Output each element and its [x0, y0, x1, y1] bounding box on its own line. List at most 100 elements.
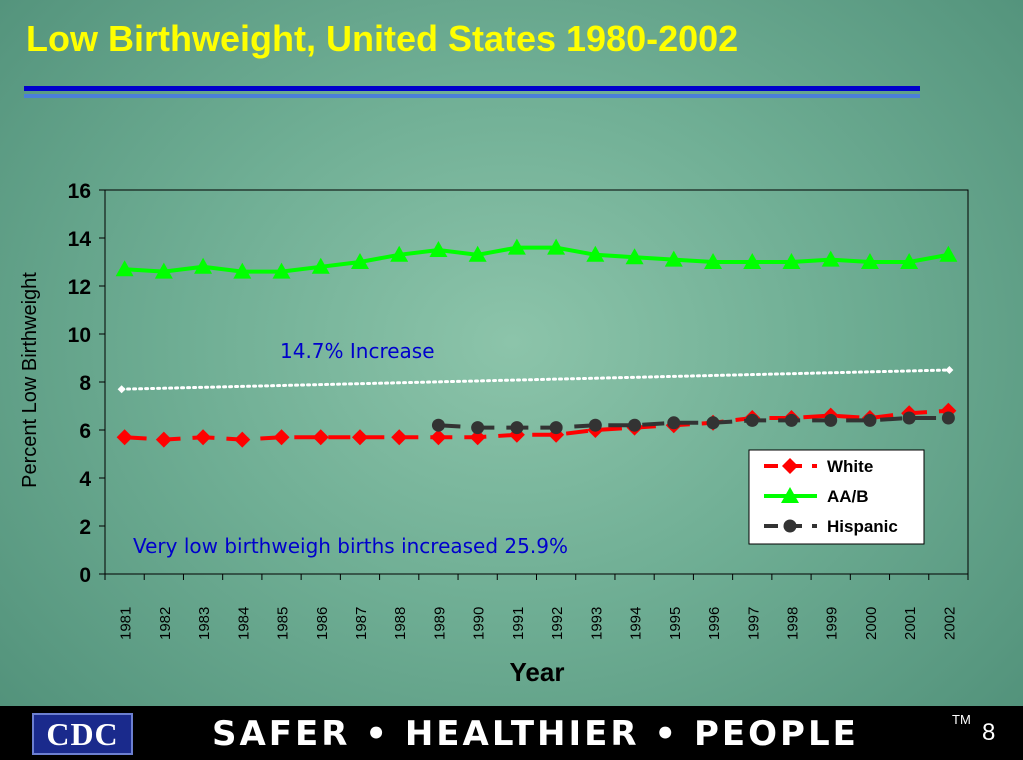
aa-b-series-line: [124, 245, 949, 274]
x-tick-label: 1985: [275, 607, 292, 640]
legend-label-aa-b: AA/B: [827, 487, 869, 506]
x-tick-label: 1981: [118, 607, 135, 640]
hispanic-point: [431, 418, 445, 432]
x-axis-title: Year: [510, 657, 565, 687]
legend-marker-hispanic: [783, 519, 797, 533]
aa-b-point: [860, 253, 879, 269]
x-tick-label: 1995: [667, 607, 684, 640]
white-point: [312, 429, 329, 446]
x-tick-label: 1991: [510, 607, 527, 640]
x-tick-label: 2002: [941, 607, 958, 640]
x-tick-label: 1990: [471, 607, 488, 640]
white-point: [351, 429, 368, 446]
hispanic-point: [824, 413, 838, 427]
page-number: 8: [982, 719, 996, 746]
annotation-increase: 14.7% Increase: [280, 339, 435, 363]
hispanic-series-line: [438, 416, 949, 430]
aa-b-point: [664, 250, 683, 267]
x-tick-label: 2000: [863, 607, 880, 640]
x-tick-label: 1997: [745, 607, 762, 640]
aa-b-point: [115, 260, 134, 277]
hispanic-point: [706, 416, 720, 430]
legend-marker-aa-b: [781, 487, 799, 503]
white-point: [430, 429, 447, 446]
x-tick-label: 1999: [824, 607, 841, 640]
hispanic-point: [588, 418, 602, 432]
trademark-mark: TM: [952, 712, 971, 727]
aa-b-point: [350, 253, 369, 269]
aa-b-point: [939, 245, 958, 262]
white-point: [195, 429, 212, 446]
y-tick-label: 12: [68, 276, 91, 299]
white-point: [469, 429, 486, 446]
trend-line-start-marker: [117, 385, 126, 394]
aa-b-point: [468, 245, 487, 262]
x-tick-label: 1993: [588, 607, 605, 640]
x-tick-label: 1988: [392, 607, 409, 640]
white-point: [391, 429, 408, 446]
white-point: [273, 429, 290, 446]
hispanic-point: [471, 421, 485, 435]
y-tick-label: 16: [68, 180, 91, 203]
aa-b-point: [154, 262, 173, 279]
hispanic-point: [863, 413, 877, 427]
white-point: [155, 431, 172, 448]
annotation-very-low-birthweight: Very low birthweigh births increased 25.…: [133, 534, 568, 558]
white-series-line: [124, 408, 949, 442]
aa-b-point: [586, 245, 605, 262]
white-point: [234, 431, 251, 448]
aa-b-point: [547, 238, 566, 255]
hispanic-point: [667, 416, 681, 430]
x-tick-label: 1986: [314, 607, 331, 640]
y-tick-label: 0: [79, 564, 91, 587]
y-tick-label: 10: [68, 324, 91, 347]
hispanic-point: [902, 411, 916, 425]
footer-bar: CDC SAFER • HEALTHIER • PEOPLE TM 8: [0, 706, 1023, 760]
aa-b-point: [390, 245, 409, 262]
x-tick-label: 1983: [196, 607, 213, 640]
low-birthweight-chart: 0 2 4 6 8 10 12 14 16 1981 1982 1983 1984 1985 1986 198…: [19, 180, 969, 687]
y-axis-title: Percent Low Birthweight: [19, 272, 41, 488]
aa-b-point: [233, 262, 252, 279]
cdc-logo: CDC: [32, 713, 133, 755]
aa-b-point: [821, 250, 840, 267]
x-tick-label: 1987: [353, 607, 370, 640]
y-tick-label: 6: [79, 420, 91, 443]
y-tick-label: 4: [79, 468, 91, 491]
slide-title: Low Birthweight, United States 1980-2002: [26, 18, 739, 59]
hispanic-point: [784, 413, 798, 427]
x-tick-label: 1994: [628, 607, 645, 640]
aa-b-point: [743, 253, 762, 269]
legend-label-white: White: [827, 457, 873, 476]
x-tick-label: 1984: [235, 607, 252, 640]
hispanic-point: [549, 421, 563, 435]
aa-b-point: [507, 238, 526, 255]
title-underline-light: [24, 94, 920, 98]
legend-label-hispanic: Hispanic: [827, 517, 898, 536]
aa-b-point: [900, 253, 919, 269]
x-tick-label: 1989: [431, 607, 448, 640]
x-tick-label: 1982: [157, 607, 174, 640]
aa-b-point: [311, 257, 330, 274]
x-tick-label: 2001: [902, 607, 919, 640]
aa-b-point: [625, 248, 644, 265]
x-tick-label: 1996: [706, 607, 723, 640]
y-tick-label: 2: [79, 516, 91, 539]
aa-b-point: [704, 253, 723, 269]
hispanic-point: [628, 418, 642, 432]
y-tick-label: 8: [79, 372, 91, 395]
title-underline-dark: [24, 86, 920, 91]
aa-b-point: [194, 257, 213, 274]
hispanic-point: [745, 413, 759, 427]
aa-b-point: [782, 253, 801, 269]
x-tick-label: 1998: [784, 607, 801, 640]
hispanic-point: [941, 411, 955, 425]
y-tick-label: 14: [68, 228, 92, 251]
x-tick-label: 1992: [549, 607, 566, 640]
legend-marker-white: [782, 458, 798, 474]
hispanic-point: [510, 421, 524, 435]
aa-b-point: [272, 262, 291, 279]
trend-line-end-marker: [945, 366, 954, 374]
footer-slogan: SAFER • HEALTHIER • PEOPLE: [212, 714, 859, 754]
aa-b-point: [429, 241, 448, 257]
